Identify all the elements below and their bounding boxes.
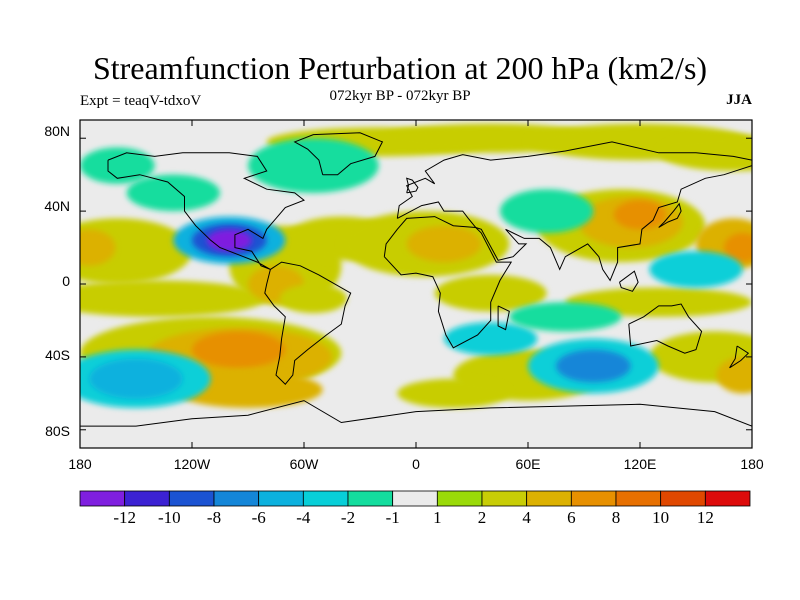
lon-label-120w: 120W (173, 456, 211, 472)
coast-uk (406, 177, 419, 194)
coastlines (80, 132, 752, 427)
lon-label-120e: 120E (623, 456, 657, 472)
coast-greenland (293, 132, 384, 176)
colorbar-swatch-12 (615, 490, 662, 507)
colorbar-label: -6 (251, 508, 266, 527)
experiment-label: Expt = teaqV-tdxoV (80, 93, 202, 109)
field-blob-1 (80, 229, 116, 266)
colorbar-swatch-2 (168, 490, 215, 507)
lat-label-40n: 40N (44, 198, 70, 214)
colorbar-swatch-13 (660, 490, 706, 507)
colorbar-swatch-1 (124, 490, 170, 507)
lon-label-60w: 60W (289, 456, 319, 472)
colorbar-swatch-10 (526, 490, 572, 507)
axis-ticks (79, 120, 753, 448)
season-label: JJA (726, 92, 752, 108)
coast-madagascar (497, 305, 510, 331)
field-blob-25 (649, 331, 752, 383)
colorbar-label: 1 (433, 508, 442, 527)
field-blob-19 (613, 200, 667, 230)
colorbar-label: 8 (611, 508, 621, 527)
chart-subtitle: 072kyr BP - 072kyr BP (329, 88, 471, 104)
field-blob-21 (724, 232, 752, 263)
coast-africa (383, 216, 513, 349)
lat-label-40s: 40S (45, 347, 70, 363)
field-blob-2 (80, 280, 267, 317)
field-blob-32 (126, 174, 220, 212)
colorbar-label: 4 (522, 508, 531, 527)
coast-australia (628, 303, 703, 354)
field-blob-5 (279, 284, 347, 314)
coast-south-america (264, 261, 352, 385)
colorbar-swatch-7 (392, 490, 438, 507)
colorbar-label: -10 (157, 508, 181, 527)
coast-north-america (107, 152, 305, 270)
coast-eurasia (396, 141, 752, 282)
colorbar-label: -4 (296, 508, 311, 527)
field-blob-34 (89, 358, 183, 399)
field-blob-8 (192, 331, 286, 368)
colorbar-swatch-8 (436, 490, 483, 507)
field-blob-39 (500, 189, 594, 233)
colorbar-label: 10 (652, 508, 670, 527)
colorbar-label: 2 (477, 508, 487, 527)
field-blob-16 (658, 134, 752, 172)
chart-title: Streamfunction Perturbation at 200 hPa (… (92, 50, 708, 86)
colorbar-swatch-4 (258, 490, 304, 507)
field-blob-40 (649, 251, 743, 288)
lon-label-0: 0 (412, 456, 420, 472)
lat-label-0: 0 (62, 273, 70, 289)
contour-field (80, 123, 752, 408)
coast-japan (658, 202, 682, 228)
lon-label-180e: 180 (740, 456, 764, 472)
colorbar-swatch-6 (347, 490, 394, 507)
field-blob-36 (509, 302, 622, 332)
colorbar-label: -12 (113, 508, 136, 527)
colorbar-label: 6 (567, 508, 576, 527)
lat-label-80n: 80N (44, 123, 70, 139)
field-blob-41 (80, 147, 155, 184)
field-blob-22 (434, 274, 547, 312)
field-blob-9 (173, 371, 323, 408)
colorbar-label: 12 (696, 508, 714, 527)
colorbar-swatch-5 (302, 490, 349, 507)
field-blob-26 (716, 356, 752, 394)
colorbar-label: -8 (206, 508, 222, 527)
field-blob-30 (206, 229, 252, 252)
colorbar-label: -2 (340, 508, 356, 527)
colorbar-swatch-3 (213, 490, 260, 507)
field-blob-27 (397, 378, 510, 408)
colorbar-swatch-11 (570, 490, 617, 507)
colorbar-swatch-0 (79, 490, 126, 507)
field-blob-38 (556, 349, 631, 383)
colorbar-swatch-9 (481, 490, 528, 507)
coast-borneo (619, 270, 639, 292)
field-blob-12 (406, 225, 482, 263)
coast-antarctica (80, 400, 752, 427)
field-blob-31 (248, 138, 379, 193)
colorbar (79, 490, 751, 507)
coast-new-zealand (729, 345, 750, 369)
lon-label-180w: 180 (68, 456, 92, 472)
colorbar-swatch-14 (704, 490, 751, 507)
colorbar-label: -1 (385, 508, 400, 527)
lon-label-60e: 60E (515, 456, 541, 472)
field-blob-35 (444, 322, 538, 356)
lat-label-80s: 80S (45, 423, 70, 439)
